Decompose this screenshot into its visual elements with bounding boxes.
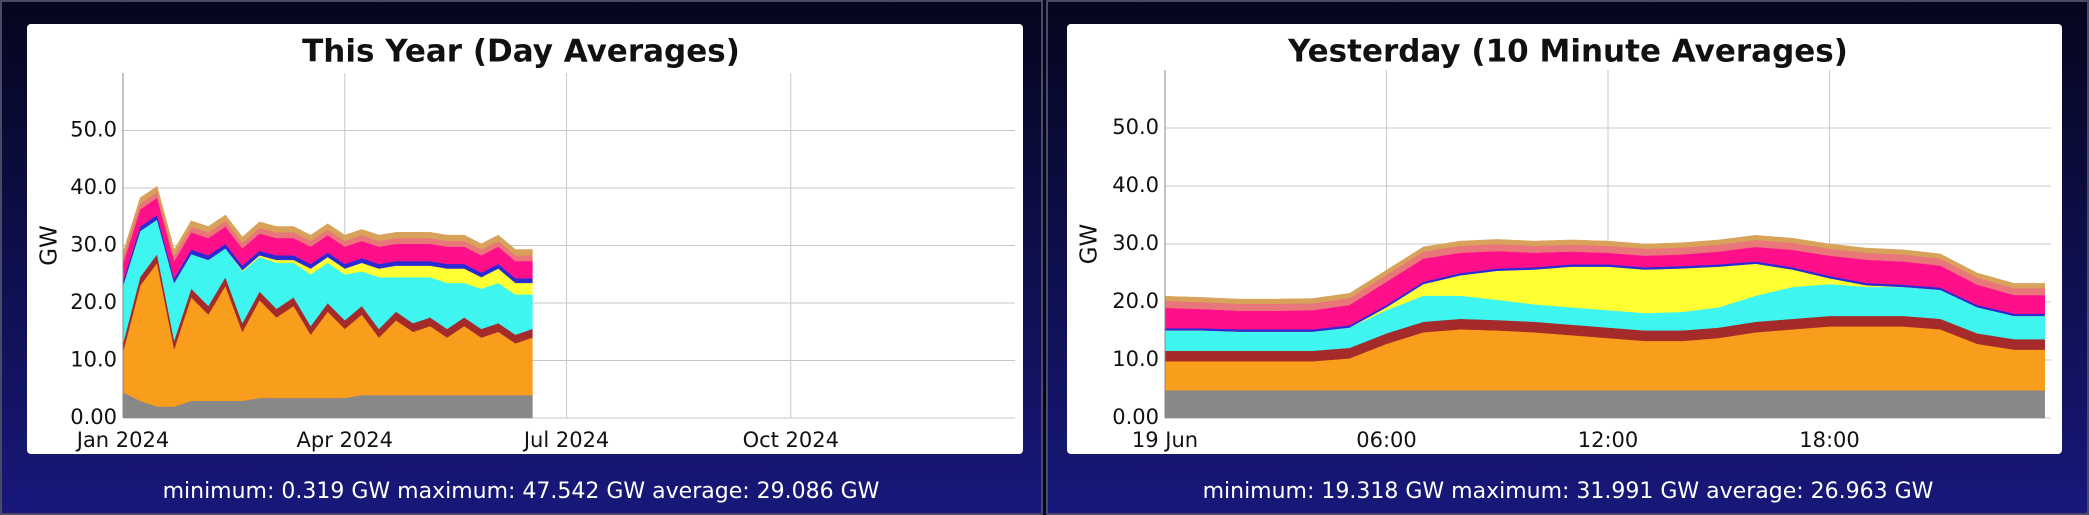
x-tick-label: Apr 2024 xyxy=(297,428,393,452)
area-series xyxy=(1164,389,2045,419)
y-tick-label: 30.0 xyxy=(1112,231,1159,255)
summary: minimum: 19.318 GW maximum: 31.991 GW av… xyxy=(1203,479,1934,504)
x-tick-label: Jan 2024 xyxy=(75,428,170,452)
y-tick-label: 0.00 xyxy=(1112,405,1159,429)
area-series xyxy=(122,185,533,259)
summary: minimum: 0.319 GW maximum: 47.542 GW ave… xyxy=(163,479,880,504)
y-axis-label: GW xyxy=(37,225,63,266)
y-tick-label: 0.00 xyxy=(70,405,117,429)
x-tick-label: 12:00 xyxy=(1578,428,1639,452)
area-series xyxy=(1164,235,2045,304)
chart-title: This Year (Day Averages) xyxy=(302,34,740,70)
y-tick-label: 20.0 xyxy=(70,290,117,314)
y-tick-label: 10.0 xyxy=(70,348,117,372)
y-tick-label: 40.0 xyxy=(70,175,117,199)
y-tick-label: 50.0 xyxy=(70,118,117,142)
y-tick-label: 10.0 xyxy=(1112,347,1159,371)
x-tick-label: Oct 2024 xyxy=(743,428,839,452)
x-tick-label: 18:00 xyxy=(1799,428,1860,452)
chart-title: Yesterday (10 Minute Averages) xyxy=(1287,34,1848,70)
y-tick-label: 40.0 xyxy=(1112,173,1159,197)
y-axis-label: GW xyxy=(1077,224,1103,265)
y-tick-label: 30.0 xyxy=(70,233,117,257)
x-tick-label: 06:00 xyxy=(1356,428,1417,452)
x-tick-label: Jul 2024 xyxy=(522,428,609,452)
y-tick-label: 20.0 xyxy=(1112,289,1159,313)
x-tick-label: 19 Jun xyxy=(1132,428,1198,452)
y-tick-label: 50.0 xyxy=(1112,115,1159,139)
